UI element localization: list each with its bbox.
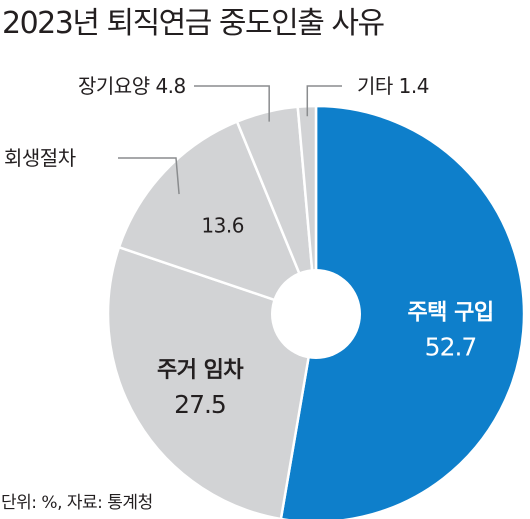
leader-line-기타	[306, 85, 342, 117]
pie-slices	[106, 104, 526, 519]
slice-labels: 주택 구입 52.7 주거 임차 27.5 13.6 회생절차 장기요양 4.8 기타 1.4	[4, 74, 494, 419]
pie-slice-주거-임차	[106, 245, 318, 519]
pie-slice-주택-구입	[279, 104, 526, 519]
source-note: 단위: %, 자료: 통계청	[1, 493, 153, 513]
slice-label-주거-임차: 주거 임차	[157, 358, 244, 383]
leader-line-회생절차	[118, 157, 180, 195]
leader-lines	[118, 85, 342, 195]
slice-value-주택-구입: 52.7	[425, 332, 477, 361]
slice-label-주택-구입: 주택 구입	[407, 300, 493, 325]
slice-value-회생절차: 13.6	[201, 213, 244, 237]
chart-title: 2023년 퇴직연금 중도인출 사유	[2, 6, 384, 41]
slice-label-회생절차: 회생절차	[4, 146, 76, 170]
donut-hole	[271, 269, 361, 359]
pie-slice-회생절차	[117, 120, 318, 316]
leader-line-장기요양	[194, 85, 270, 122]
slice-label-장기요양: 장기요양 4.8	[78, 74, 186, 98]
slice-label-기타: 기타 1.4	[357, 74, 429, 98]
slice-value-주거-임차: 27.5	[174, 390, 226, 419]
